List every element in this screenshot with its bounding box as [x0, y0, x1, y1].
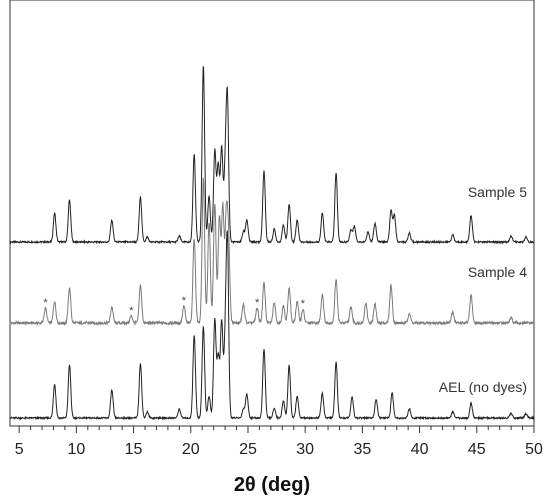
asterisk-marker: *	[255, 297, 260, 309]
traces	[9, 66, 535, 421]
asterisk-marker: *	[43, 297, 48, 309]
marker-annotations: * * * * *	[43, 295, 305, 317]
x-axis-ticks: 5 10 15 20 25 30 35 40 45 50	[15, 426, 543, 458]
asterisk-marker: *	[129, 305, 134, 317]
series-label: AEL (no dyes)	[439, 379, 527, 395]
x-tick-label: 10	[67, 441, 85, 458]
series-line	[9, 177, 534, 327]
series-label: Sample 4	[468, 264, 527, 280]
asterisk-marker: *	[182, 295, 187, 307]
x-tick-label: 35	[353, 441, 371, 458]
asterisk-marker: *	[301, 298, 306, 310]
x-tick-label: 20	[182, 441, 200, 458]
x-tick-label: 5	[15, 441, 24, 458]
x-tick-label: 45	[468, 441, 486, 458]
x-tick-label: 50	[525, 441, 543, 458]
x-tick-label: 40	[411, 441, 429, 458]
x-axis-title: 2θ (deg)	[234, 474, 310, 496]
series-labels: Sample 5 Sample 4 AEL (no dyes)	[439, 184, 527, 395]
plot-frame	[9, 0, 535, 427]
series-line	[9, 230, 535, 421]
x-tick-label: 30	[296, 441, 314, 458]
series-line	[9, 66, 535, 245]
series-label: Sample 5	[468, 184, 527, 200]
x-tick-label: 15	[125, 441, 143, 458]
x-tick-label: 25	[239, 441, 257, 458]
